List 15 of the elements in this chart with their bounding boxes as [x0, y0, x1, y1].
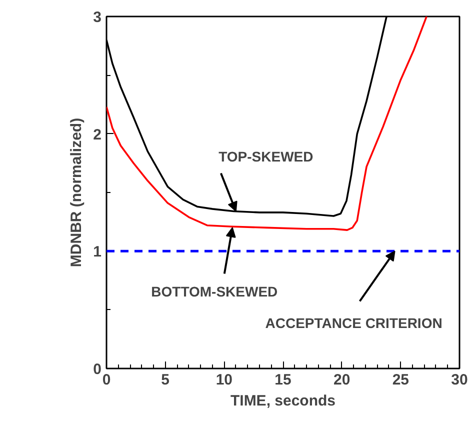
y-axis-title: MDNBR (normalized) — [68, 118, 86, 268]
annotation: ACCEPTANCE CRITERION — [265, 315, 442, 332]
x-tick-label: 20 — [333, 372, 350, 388]
y-tick-label: 2 — [93, 126, 102, 144]
y-tick-label: 1 — [93, 244, 102, 261]
y-tick-label: 0 — [93, 361, 102, 378]
x-axis-title: TIME, seconds — [230, 392, 336, 410]
annotation: BOTTOM-SKEWED — [151, 284, 278, 300]
x-tick-label: 15 — [274, 372, 292, 388]
x-tick-label: 25 — [392, 372, 410, 388]
x-tick-label: 10 — [216, 372, 233, 388]
annotation: TOP-SKEWED — [218, 148, 314, 164]
y-tick-label: 3 — [93, 9, 102, 26]
x-tick-label: 5 — [161, 372, 170, 388]
x-tick-label: 30 — [451, 372, 468, 388]
